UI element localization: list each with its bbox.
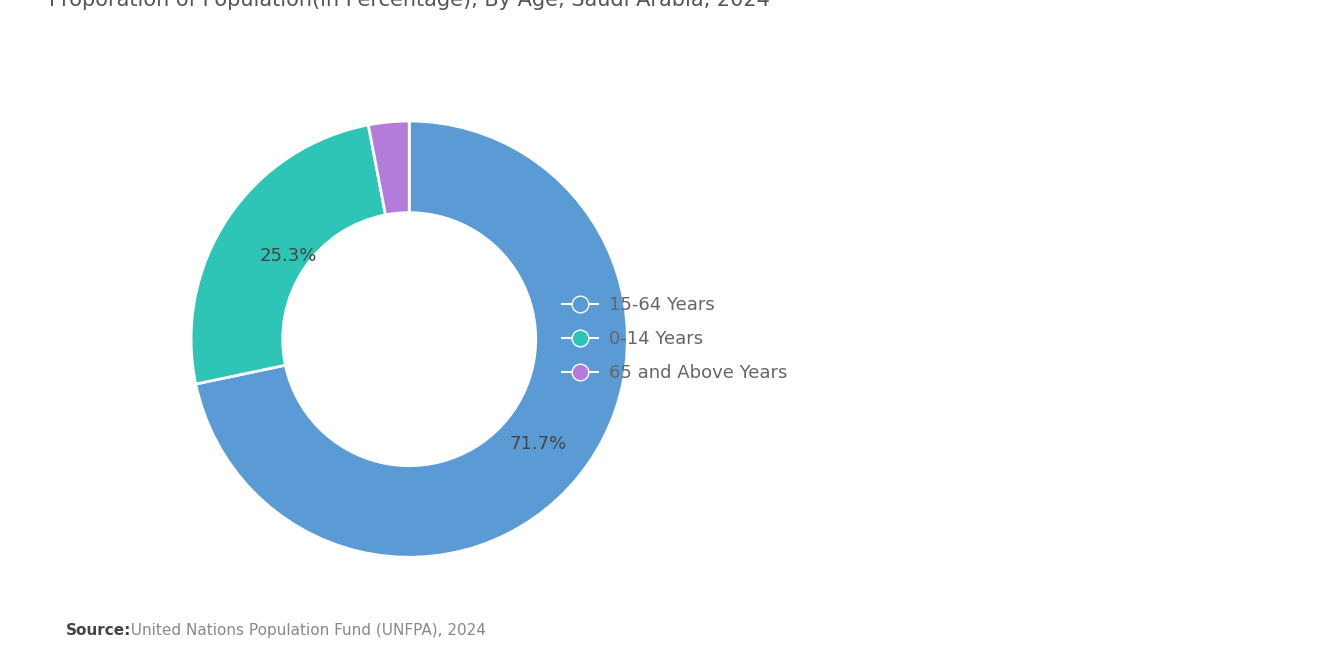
Legend: 15-64 Years, 0-14 Years, 65 and Above Years: 15-64 Years, 0-14 Years, 65 and Above Ye… bbox=[554, 289, 795, 390]
Wedge shape bbox=[368, 121, 409, 215]
Text: United Nations Population Fund (UNFPA), 2024: United Nations Population Fund (UNFPA), … bbox=[121, 623, 486, 638]
Wedge shape bbox=[191, 125, 385, 384]
Title: Proporation of Population(in Percentage), By Age, Saudi Arabia, 2024: Proporation of Population(in Percentage)… bbox=[49, 0, 770, 10]
Text: 25.3%: 25.3% bbox=[260, 247, 317, 265]
Wedge shape bbox=[195, 121, 627, 557]
Text: Source:: Source: bbox=[66, 623, 132, 638]
Text: 71.7%: 71.7% bbox=[510, 435, 566, 453]
